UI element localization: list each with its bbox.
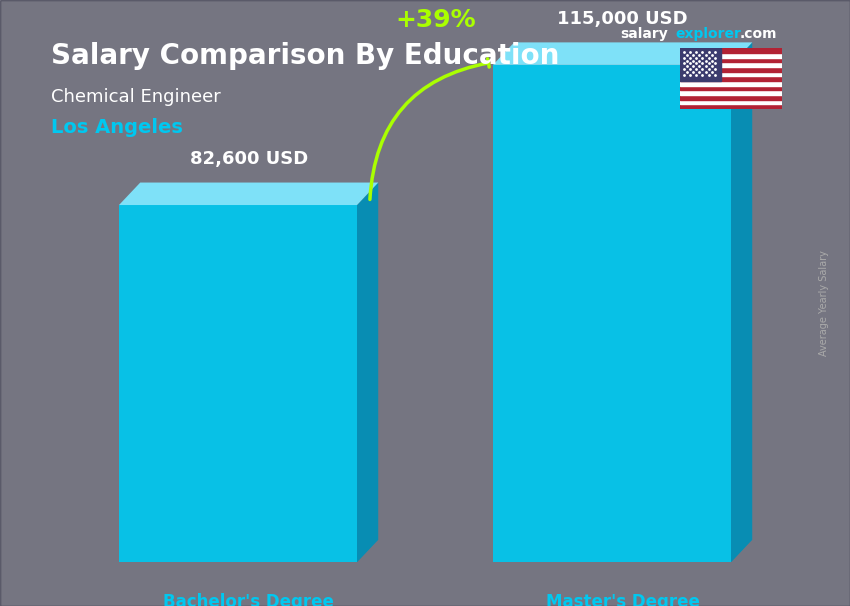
Text: Average Yearly Salary: Average Yearly Salary [819, 250, 829, 356]
Text: +39%: +39% [395, 8, 476, 32]
Polygon shape [119, 205, 357, 562]
Bar [680, 76, 782, 81]
Text: Chemical Engineer: Chemical Engineer [51, 88, 221, 106]
Text: 115,000 USD: 115,000 USD [558, 10, 688, 28]
Text: Los Angeles: Los Angeles [51, 118, 183, 137]
Text: Bachelor's Degree: Bachelor's Degree [163, 593, 334, 606]
Bar [680, 86, 782, 90]
Bar [680, 95, 782, 100]
Bar [680, 58, 782, 62]
Polygon shape [357, 182, 378, 562]
Bar [680, 90, 782, 95]
Polygon shape [493, 42, 752, 65]
Text: .com: .com [740, 27, 777, 41]
Bar [680, 100, 782, 104]
Bar [680, 48, 782, 53]
Text: explorer: explorer [676, 27, 741, 41]
Polygon shape [731, 42, 752, 562]
Bar [680, 81, 782, 86]
Bar [680, 72, 782, 76]
Bar [680, 104, 782, 109]
Text: Master's Degree: Master's Degree [546, 593, 700, 606]
Text: salary: salary [620, 27, 668, 41]
Text: Salary Comparison By Education: Salary Comparison By Education [51, 42, 559, 70]
Bar [680, 62, 782, 67]
Polygon shape [493, 65, 731, 562]
Text: 82,600 USD: 82,600 USD [190, 150, 308, 168]
Polygon shape [119, 182, 378, 205]
Bar [680, 48, 721, 81]
Bar [680, 53, 782, 58]
Bar [680, 67, 782, 72]
